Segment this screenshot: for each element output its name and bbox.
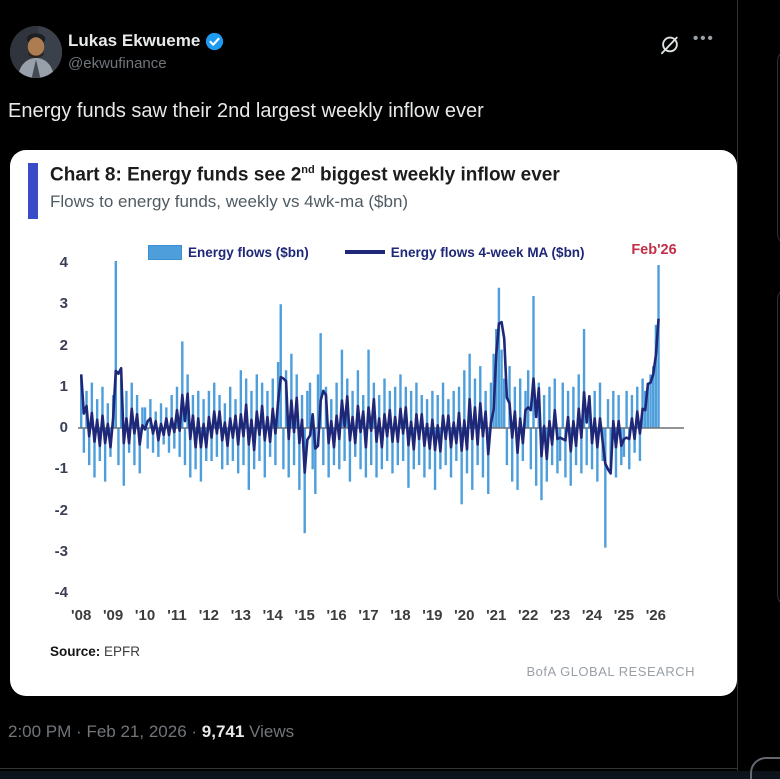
bottom-strip xyxy=(0,771,780,779)
x-tick: '08 xyxy=(71,607,92,624)
x-tick: '17 xyxy=(358,607,379,624)
chart-legend: Energy flows ($bn) Energy flows 4-week M… xyxy=(148,244,585,260)
x-tick: '11 xyxy=(167,607,187,624)
timestamp: 2:00 PM xyxy=(8,722,72,741)
grok-icon xyxy=(660,36,678,55)
annotation-feb26: Feb'26 xyxy=(631,242,677,258)
legend-bar-swatch xyxy=(148,244,182,260)
avatar[interactable] xyxy=(10,26,62,78)
views-count: 9,741 xyxy=(201,722,245,741)
x-tick: '19 xyxy=(422,607,443,624)
verified-badge-icon xyxy=(206,32,224,50)
y-tick: -4 xyxy=(54,584,68,601)
x-tick: '21 xyxy=(486,607,507,624)
chart-subtitle: Flows to energy funds, weekly vs 4wk-ma … xyxy=(50,192,409,211)
y-tick: -3 xyxy=(54,542,68,560)
y-tick: -1 xyxy=(54,460,68,478)
legend-line-swatch xyxy=(344,250,385,254)
title-accent-bar xyxy=(28,163,38,219)
chart-plot xyxy=(78,260,684,548)
source-note: Source: EPFR xyxy=(50,644,141,659)
x-tick: '15 xyxy=(294,607,315,624)
more-menu-button[interactable]: ••• xyxy=(693,30,715,47)
tweet-meta: 2:00 PM · Feb 21, 2026 · 9,741 Views xyxy=(8,722,295,741)
branding-text: BofA GLOBAL RESEARCH xyxy=(526,664,695,679)
y-tick: 1 xyxy=(59,377,68,395)
tweet-text: Energy funds saw their 2nd largest weekl… xyxy=(8,100,484,122)
x-tick: '16 xyxy=(326,607,347,624)
y-tick: 2 xyxy=(59,336,68,354)
date: Feb 21, 2026 xyxy=(86,722,187,741)
x-tick: '24 xyxy=(581,607,603,624)
chart-media-card[interactable]: Chart 8: Energy funds see 2nd biggest we… xyxy=(10,150,737,696)
user-handle[interactable]: @ekwufinance xyxy=(68,55,167,72)
x-tick: '13 xyxy=(230,607,251,624)
x-tick: '22 xyxy=(518,607,539,624)
x-tick: '09 xyxy=(102,607,124,624)
y-tick: 0 xyxy=(59,419,68,436)
y-tick: 3 xyxy=(59,295,68,313)
chart-title: Chart 8: Energy funds see 2nd biggest we… xyxy=(50,164,560,186)
x-tick: '18 xyxy=(390,607,411,624)
x-tick: '12 xyxy=(198,607,220,624)
x-tick: '14 xyxy=(262,607,283,624)
avatar-photo xyxy=(10,26,62,78)
display-name[interactable]: Lukas Ekwueme xyxy=(68,31,201,50)
grok-button[interactable] xyxy=(658,33,682,57)
column-border xyxy=(737,0,738,779)
x-tick: '26 xyxy=(645,607,667,624)
x-tick: '20 xyxy=(454,607,475,624)
views-label: Views xyxy=(249,722,295,741)
legend-line-label: Energy flows 4-week MA ($bn) xyxy=(390,244,585,260)
x-tick: '23 xyxy=(549,607,571,624)
legend-bar-label: Energy flows ($bn) xyxy=(188,244,309,260)
y-tick: -2 xyxy=(54,501,68,519)
messages-drawer-corner xyxy=(750,757,780,779)
x-tick: '10 xyxy=(134,607,156,624)
y-tick: 4 xyxy=(59,254,68,271)
post-divider xyxy=(0,768,737,769)
x-tick: '25 xyxy=(613,607,635,624)
